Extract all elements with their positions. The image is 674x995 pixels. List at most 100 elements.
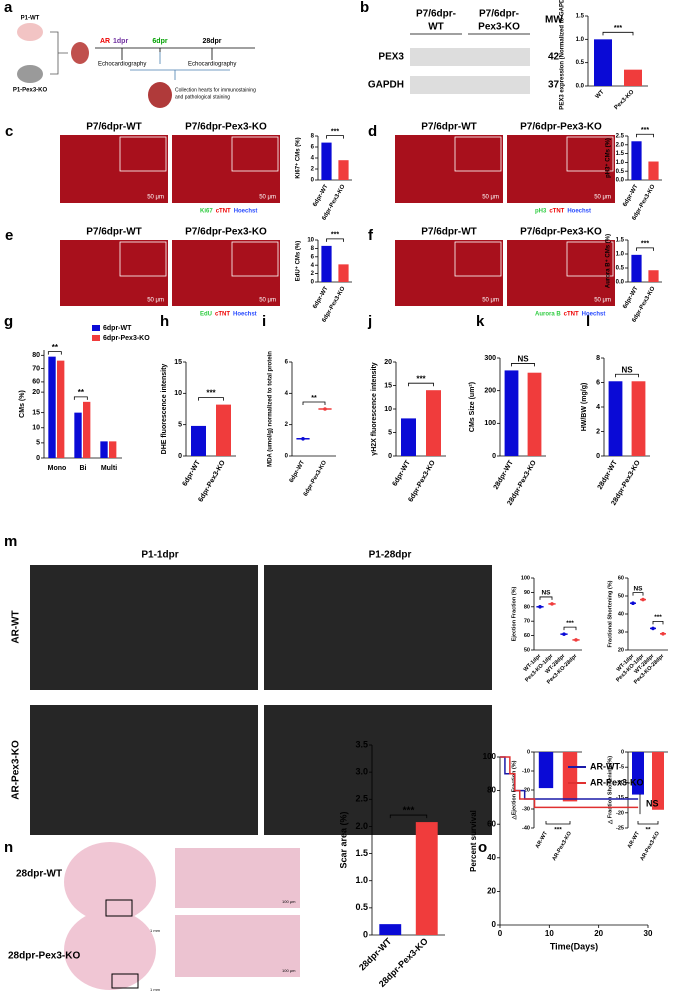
y-tick-label: 5 <box>36 440 40 447</box>
y-tick-label: 60 <box>524 633 530 639</box>
stain-label: EdU <box>200 312 212 318</box>
mw-value: 42 <box>548 52 560 63</box>
sig-bracket <box>511 363 535 367</box>
x-tick-label: 6dpr-Pex3-KO <box>197 459 227 503</box>
mean-point <box>301 436 305 441</box>
x-tick-label: 10 <box>545 929 554 938</box>
bar <box>338 264 349 282</box>
panel-label: k <box>476 313 485 330</box>
y-axis-label: Fractional Shortening (%) <box>607 580 613 647</box>
y-tick-label: 100 <box>521 575 530 581</box>
y-tick-label: -20 <box>522 787 530 793</box>
x-tick-label: 6dpr-Pex3-KO <box>407 459 437 503</box>
sig-bracket <box>636 247 654 251</box>
sig-bracket <box>636 133 654 138</box>
y-tick-label: 0.5 <box>616 266 625 272</box>
mw-header: MW <box>545 15 563 26</box>
legend-label: AR-Pex3-KO <box>590 777 644 787</box>
legend-label: 6dpr-WT <box>103 325 132 332</box>
survival-line <box>500 756 639 809</box>
x-tick-label: 28dpr-WT <box>493 459 516 491</box>
bar <box>74 412 82 458</box>
y-tick-label: 0.5 <box>576 60 585 66</box>
bar <box>538 752 554 789</box>
sig-label: ** <box>645 827 651 834</box>
lane-label: Pex3-KO <box>478 22 520 33</box>
y-tick-label: 2.0 <box>355 821 368 831</box>
x-tick-label: 6dpr-WT <box>182 459 203 488</box>
zoom-image <box>175 915 300 977</box>
y-tick-label: 6 <box>311 145 315 151</box>
stain-label: Aurora B <box>535 312 561 318</box>
x-tick-label: Mono <box>48 465 67 472</box>
panel-label: i <box>262 313 266 330</box>
bar <box>652 752 664 810</box>
stain-label: cTNT <box>216 209 231 215</box>
y-tick-label: 0 <box>178 453 182 460</box>
image-title: P7/6dpr-WT <box>421 122 477 133</box>
stain-label: Hoechst <box>567 209 591 215</box>
y-tick-label: 8 <box>311 134 315 140</box>
y-tick-label: 0 <box>311 178 315 184</box>
sig-label: NS <box>517 355 529 364</box>
row-label: AR-Pex3-KO <box>11 740 22 800</box>
y-tick-label: 20 <box>384 359 392 366</box>
sig-label: *** <box>566 620 574 627</box>
bar <box>631 141 642 180</box>
sig-label: *** <box>403 806 415 817</box>
inset-box <box>454 241 502 277</box>
scale-label: 50 μm <box>594 298 611 304</box>
scale-label: 50 μm <box>259 195 276 201</box>
method: and pathological staining <box>175 94 230 100</box>
y-tick-label: 0 <box>311 280 315 286</box>
stain-label: cTNT <box>215 312 230 318</box>
bar <box>321 245 332 282</box>
image-title: P7/6dpr-WT <box>421 227 477 238</box>
zoom-box <box>111 973 139 989</box>
bar <box>648 161 659 180</box>
mean-point <box>550 602 554 606</box>
bar <box>648 270 659 282</box>
y-tick-label: 80 <box>487 786 496 795</box>
bar <box>594 39 612 86</box>
timepoint: 1dpr <box>113 38 128 45</box>
y-tick-label: 1.5 <box>616 238 625 244</box>
bar <box>631 254 642 282</box>
echo-image <box>264 705 492 835</box>
sig-bracket <box>652 621 664 625</box>
panel-label: j <box>367 313 372 330</box>
scale-label: 50 μm <box>147 298 164 304</box>
scale-label: 50 μm <box>259 298 276 304</box>
row-label: 28dpr-Pex3-KO <box>8 951 80 962</box>
column-label: P1-1dpr <box>141 550 178 561</box>
y-axis-label: Aurora B⁺ CMs (%) <box>605 234 612 288</box>
sig-label: ** <box>78 388 85 397</box>
sig-bracket <box>408 382 434 387</box>
y-tick-label: 3.5 <box>355 739 368 749</box>
inset-box <box>119 136 167 172</box>
sig-bracket <box>47 351 62 355</box>
micrograph <box>507 240 615 306</box>
bar <box>321 142 332 180</box>
protein-label: PEX3 <box>378 52 404 63</box>
sig-bracket <box>302 401 326 405</box>
x-tick-label: Multi <box>101 465 117 472</box>
heart-section <box>64 842 156 922</box>
x-tick-label: 6dpr-Pex3-KO <box>303 460 328 498</box>
sig-bracket <box>389 814 428 819</box>
stain-label: Hoechst <box>582 312 606 318</box>
lane-label: P7/6dpr- <box>479 9 519 20</box>
y-axis-label: △Ejection Fraction (%) <box>510 760 517 820</box>
y-tick-label: 0 <box>492 920 497 929</box>
image-title: P7/6dpr-Pex3-KO <box>185 227 267 238</box>
y-tick-label: 70 <box>524 619 530 625</box>
x-tick-label: 0 <box>498 929 503 938</box>
y-tick-label: 80 <box>32 352 40 359</box>
mean-point <box>574 638 578 642</box>
x-tick-label: Bi <box>80 465 87 472</box>
inset-box <box>454 136 502 172</box>
sig-label: *** <box>641 127 649 134</box>
y-tick-label: 90 <box>524 590 530 596</box>
y-tick-label: -10 <box>522 768 530 774</box>
y-axis-label: γH2X fluorescence intensity <box>371 362 378 455</box>
